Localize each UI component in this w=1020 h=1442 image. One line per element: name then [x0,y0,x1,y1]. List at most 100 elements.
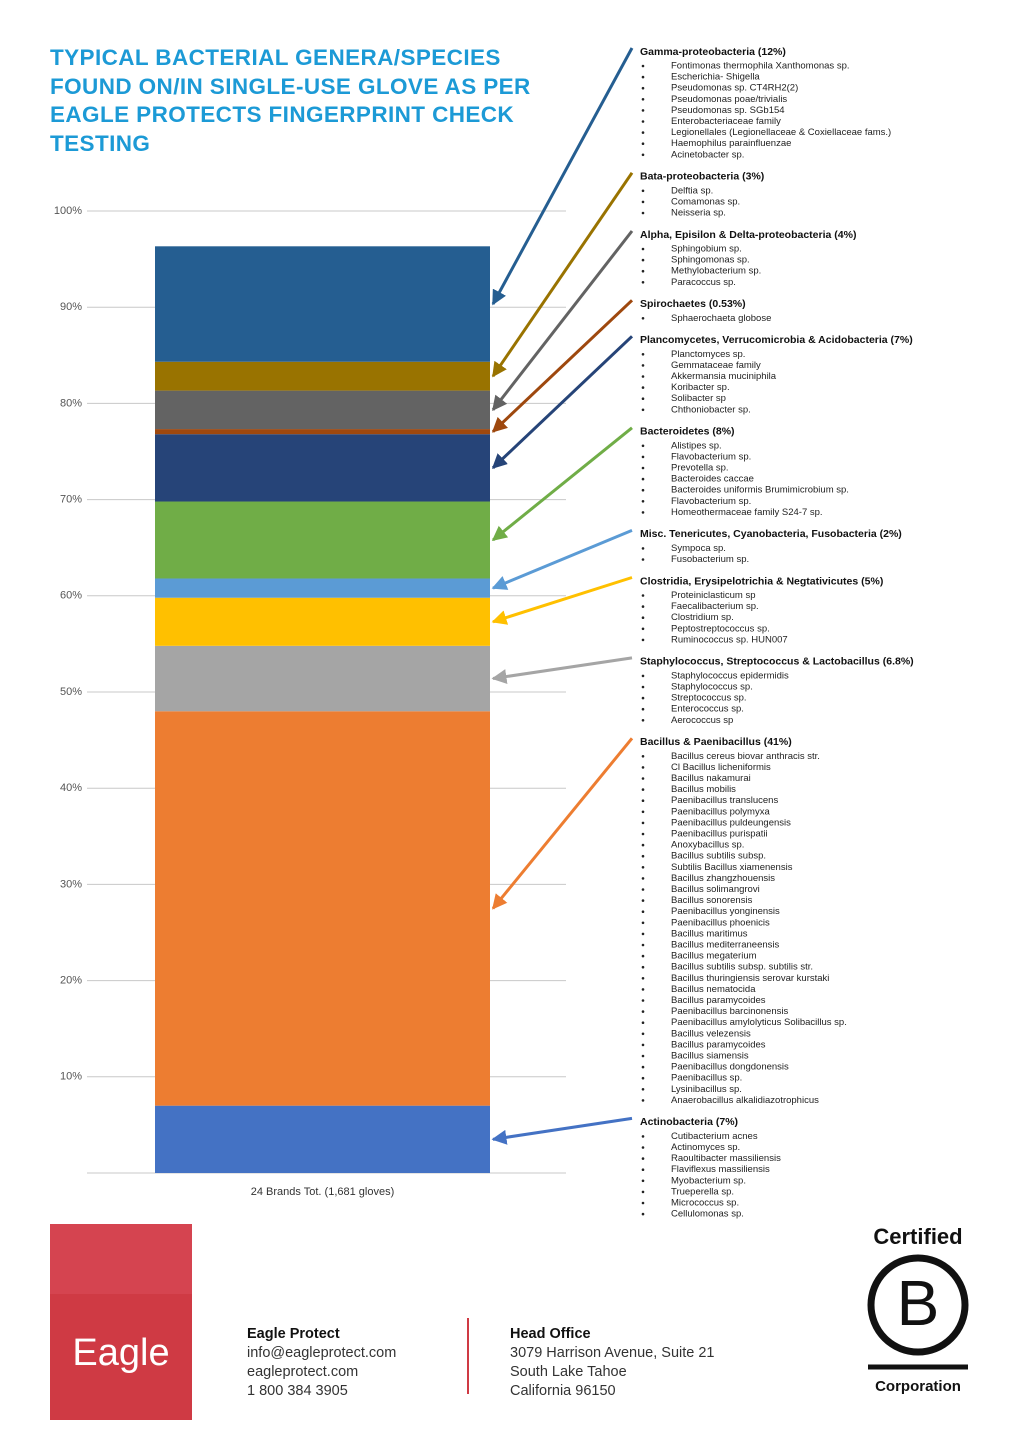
bullet [641,153,645,157]
legend-item: Comamonas sp. [671,196,740,207]
legend-heading: Clostridia, Erysipelotrichia & Negtativi… [640,575,883,587]
bullet [641,821,645,825]
bullet [641,755,645,758]
bullet [641,638,645,642]
legend-item: Fusobacterium sp. [671,554,749,565]
bullet [641,921,645,925]
legend-item: Enterobacteriaceae family [671,116,781,127]
legend-item: Cellulomonas sp. [671,1209,744,1220]
office-line: California 96150 [510,1383,616,1399]
legend-item: Enterococcus sp. [671,704,744,715]
legend-item: Sphingobium sp. [671,244,742,255]
bullet [641,899,645,902]
contact-line: 1 800 384 3905 [247,1383,348,1399]
bullet [641,142,645,145]
bullet [641,1032,645,1036]
bullet [641,999,645,1002]
legend-item: Bacillus paramycoides [671,1039,766,1050]
logo-text: Eagle [72,1332,169,1374]
legend-item: Sphaerochaeta globose [671,313,771,324]
legend-item: Chthoniobacter sp. [671,404,751,415]
office-line: South Lake Tahoe [510,1364,627,1380]
arrow [491,576,633,625]
legend-item: Bacillus mediterraneensis [671,940,779,951]
bullet [641,547,645,550]
legend-item: Paenibacillus polymyxa [671,806,770,817]
legend-item: Subtilis Bacillus xiamenensis [671,862,793,873]
bullet [641,247,645,251]
legend-heading: Gamma-proteobacteria (12%) [640,46,786,58]
bullet [641,965,645,969]
legend-item: Bacillus mobilis [671,784,736,795]
y-tick-label: 50% [60,686,82,698]
legend-heading: Bacteroidetes (8%) [640,426,735,438]
bullet [641,1043,645,1047]
bullet [641,109,645,112]
arrow [491,171,634,378]
legend-item: Bacteroides caccae [671,474,754,485]
bullet [641,1212,645,1216]
bullet [641,258,645,262]
legend-item: Methylobacterium sp. [671,266,761,277]
bullet [641,1099,645,1102]
x-tick-label: 24 Brands Tot. (1,681 gloves) [251,1186,395,1198]
bullet [641,488,645,492]
bullet [641,477,645,481]
office-title: Head Office [510,1326,591,1342]
y-tick-label: 30% [60,878,82,890]
legend-heading: Staphylococcus, Streptococcus & Lactobac… [640,656,914,668]
legend-item: Anaerobacillus alkalidiazotrophicus [671,1095,819,1106]
legend-heading: Plancomycetes, Verrucomicrobia & Acidoba… [640,334,913,346]
legend-item: Anoxybacillus sp. [671,840,744,851]
legend-heading: Bata-proteobacteria (3%) [640,171,764,183]
legend-item: Gemmataceae family [671,360,761,371]
bullet [641,605,645,608]
bullet [641,707,645,711]
bullet [641,1190,645,1194]
bullet [641,854,645,858]
bullet [641,120,645,123]
bullet [641,1054,645,1058]
bullet [641,1088,645,1091]
bar-segment [155,645,490,712]
bullet [641,1157,645,1160]
legend-item: Koribacter sp. [671,382,730,393]
bullet [641,685,645,689]
legend-item: Staphylococcus epidermidis [671,670,789,681]
bullet [641,843,645,847]
bullet [641,75,645,79]
bullet [641,696,645,700]
arrow [491,737,634,910]
bullet [641,616,645,619]
bullet [641,788,645,791]
legend-item: Paracoccus sp. [671,277,736,288]
y-tick-label: 90% [60,301,82,313]
legend-item: Bacillus zhangzhouensis [671,873,775,884]
bullet [641,353,645,356]
bullet [641,832,645,836]
legend-item: Actinomyces sp. [671,1142,740,1153]
legend-item: Legionellales (Legionellaceae & Coxiella… [671,127,891,138]
y-tick-label: 80% [60,397,82,409]
legend-item: Bacillus siamensis [671,1051,749,1062]
bar-segment [155,390,490,430]
bullet [641,932,645,936]
bullet [641,877,645,880]
legend-item: Flavobacterium sp. [671,496,751,507]
y-tick-label: 10% [60,1071,82,1083]
bullet [641,977,645,980]
bullet [641,98,645,101]
bullet [641,1010,645,1013]
bullet [641,888,645,891]
legend-item: Prevotella sp. [671,463,729,474]
legend-item: Bacillus maritimus [671,928,748,939]
bullet [641,444,645,448]
bullet [641,1065,645,1069]
cert-circle [867,1254,969,1356]
legend-item: Cl Bacillus licheniformis [671,762,771,773]
bullet [641,200,645,204]
bullet [641,455,645,459]
bullet [641,766,645,769]
bullet [641,719,645,722]
legend-item: Pseudomonas sp. CT4RH2(2) [671,83,798,94]
